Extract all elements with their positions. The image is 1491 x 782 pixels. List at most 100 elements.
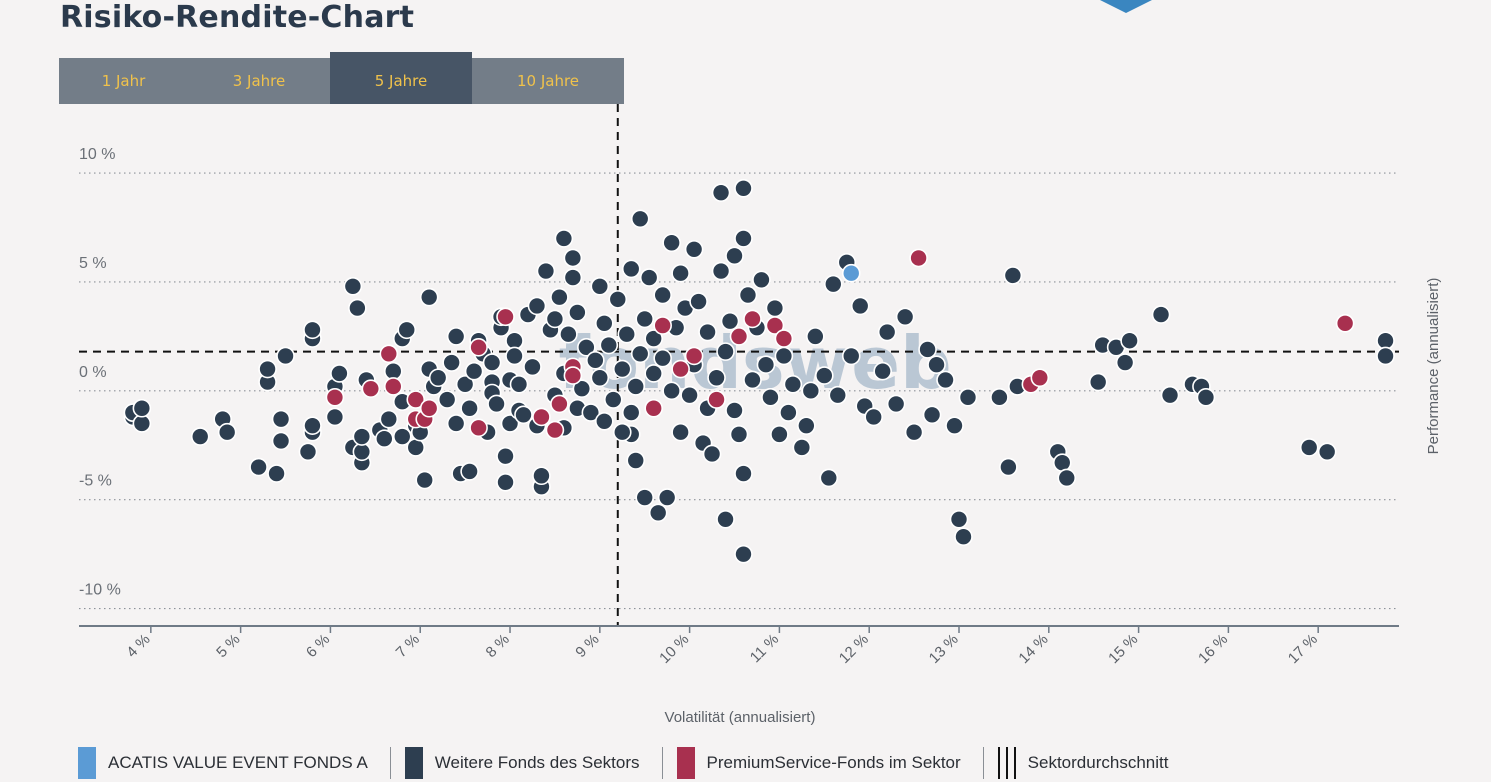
point-other-fund [608,290,628,309]
point-other-fund [958,388,978,407]
point-other-fund [761,388,780,407]
point-other-fund [442,353,461,372]
point-other-fund [379,409,399,429]
point-other-fund [460,398,479,418]
point-other-fund [271,431,291,451]
point-other-fund [630,209,650,229]
tab-5-years[interactable]: 5 Jahre [330,52,472,104]
point-premium-fund [469,418,488,438]
point-other-fund [446,414,466,433]
y-tick-label: 5 % [79,255,107,272]
point-other-fund [267,464,286,483]
point-other-fund [581,403,601,422]
x-tick-label: 11 % [747,631,782,666]
legend-item-premium[interactable]: PremiumService-Fonds im Sektor [676,747,961,779]
point-other-fund [922,405,942,425]
point-other-fund [752,270,771,290]
point-other-fund [496,472,515,492]
point-other-fund [779,403,798,422]
point-other-fund [734,229,753,248]
series-focus-fund [841,263,861,283]
point-other-fund [671,263,690,283]
legend-item-others[interactable]: Weitere Fonds des Sektors [404,747,640,779]
point-other-fund [132,398,152,418]
point-other-fund [729,425,749,444]
point-other-fund [734,464,753,483]
point-premium-fund [563,366,583,385]
legend-label-others: Weitere Fonds des Sektors [434,753,640,772]
point-other-fund [428,368,448,388]
point-other-fund [559,324,578,344]
point-other-fund [392,427,412,446]
point-other-fund [621,403,641,422]
point-focus-fund [841,263,861,283]
chart-gridlines [79,172,1399,610]
point-other-fund [626,451,646,470]
tab-1-year[interactable]: 1 Jahr [101,72,146,90]
period-tabs: 1 Jahr 3 Jahre 5 Jahre 10 Jahre [59,52,624,104]
point-premium-fund [419,398,439,418]
point-other-fund [716,342,735,361]
point-other-fund [527,296,547,316]
point-premium-fund [707,390,726,409]
series-other-funds [123,179,1395,564]
point-other-fund [1151,305,1171,324]
point-other-fund [500,414,520,433]
point-other-fund [1057,468,1077,488]
point-other-fund [1052,453,1072,472]
point-other-fund [815,366,834,385]
point-other-fund [954,527,973,547]
point-other-fund [348,298,367,318]
point-other-fund [936,370,955,390]
point-other-fund [635,488,655,507]
point-other-fund [644,329,663,348]
y-tick-label: 0 % [79,364,107,381]
point-other-fund [595,412,614,431]
point-other-fund [662,233,681,253]
point-other-fund [945,416,964,435]
point-other-fund [1317,442,1337,462]
point-premium-fund [1030,368,1050,388]
point-other-fund [482,353,502,372]
point-other-fund [702,444,722,464]
point-other-fund [303,320,322,340]
y-tick-label: -5 % [79,473,112,490]
point-other-fund [590,276,610,296]
point-other-fund [446,327,466,346]
point-other-fund [819,468,839,488]
legend-divider [661,747,663,779]
point-other-fund [990,388,1009,407]
point-other-fund [1160,385,1180,405]
point-other-fund [716,509,735,529]
y-axis-label: Performance (annualisiert) [1425,278,1442,455]
point-other-fund [841,346,861,366]
point-other-fund [509,374,529,394]
point-premium-fund [406,390,426,409]
x-tick-label: 8 % [483,631,513,661]
point-other-fund [460,462,479,481]
tab-10-years[interactable]: 10 Jahre [516,72,580,90]
point-other-fund [877,322,897,342]
point-other-fund [823,274,843,294]
point-other-fund [725,401,744,420]
point-other-fund [653,348,672,368]
point-premium-fund [496,307,515,327]
x-tick-label: 17 % [1285,631,1321,667]
legend-item-average[interactable]: Sektordurchschnitt [997,747,1168,779]
point-other-fund [545,309,565,329]
point-other-fund [644,364,663,383]
point-premium-fund [325,388,345,407]
tab-3-years[interactable]: 3 Jahre [232,72,286,90]
point-other-fund [577,337,596,357]
y-tick-label: 10 % [79,146,115,163]
point-premium-fund [765,316,785,335]
point-other-fund [734,544,753,564]
legend-item-focus[interactable]: ACATIS VALUE EVENT FONDS A [78,747,368,779]
point-premium-fund [671,359,690,379]
legend-swatch-others [404,747,423,779]
point-other-fund [743,370,762,390]
point-other-fund [1088,372,1108,392]
point-other-fund [249,457,268,477]
point-other-fund [375,429,394,449]
